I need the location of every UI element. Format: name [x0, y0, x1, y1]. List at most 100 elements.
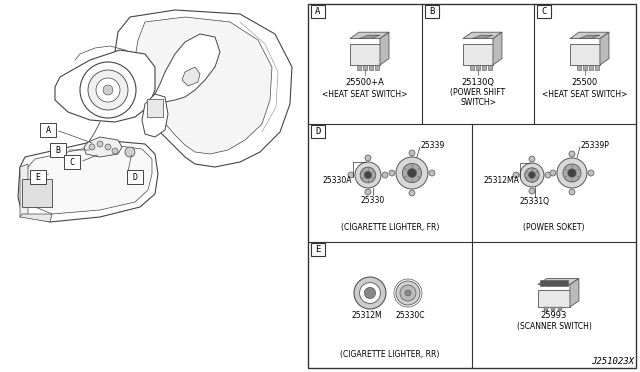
- Bar: [595, 65, 599, 70]
- Text: E: E: [316, 245, 321, 254]
- Bar: [551, 307, 555, 311]
- Circle shape: [364, 288, 376, 299]
- Circle shape: [396, 281, 420, 305]
- Text: (CIGARETTE LIGHTER, RR): (CIGARETTE LIGHTER, RR): [340, 350, 440, 359]
- Bar: [544, 307, 548, 311]
- Circle shape: [429, 170, 435, 176]
- Circle shape: [360, 167, 376, 183]
- Circle shape: [568, 169, 576, 177]
- Circle shape: [529, 156, 535, 162]
- Circle shape: [529, 188, 535, 194]
- Circle shape: [96, 78, 120, 102]
- Circle shape: [405, 290, 411, 296]
- Circle shape: [365, 189, 371, 195]
- Polygon shape: [463, 32, 502, 39]
- Circle shape: [409, 190, 415, 196]
- Circle shape: [88, 70, 128, 110]
- Text: (SCANNER SWITCH): (SCANNER SWITCH): [516, 323, 591, 331]
- FancyBboxPatch shape: [311, 243, 325, 256]
- Bar: [558, 307, 562, 311]
- Circle shape: [364, 171, 372, 179]
- Polygon shape: [18, 140, 158, 222]
- Circle shape: [513, 172, 519, 178]
- Polygon shape: [579, 35, 600, 39]
- Polygon shape: [20, 164, 28, 217]
- Text: D: D: [132, 173, 138, 182]
- Circle shape: [360, 283, 380, 304]
- Bar: [350, 44, 380, 65]
- Text: (POWER SOKET): (POWER SOKET): [523, 222, 585, 231]
- Polygon shape: [135, 17, 272, 154]
- Text: 25312M: 25312M: [351, 311, 382, 320]
- Text: 25500+A: 25500+A: [346, 77, 385, 87]
- FancyBboxPatch shape: [425, 5, 439, 18]
- Polygon shape: [570, 278, 579, 307]
- Text: 25312MA: 25312MA: [483, 176, 519, 185]
- Bar: [308, 4, 636, 368]
- Circle shape: [354, 277, 386, 309]
- Bar: [463, 44, 493, 65]
- Circle shape: [105, 144, 111, 150]
- Text: 25339P: 25339P: [581, 141, 610, 150]
- Polygon shape: [570, 32, 609, 39]
- Polygon shape: [600, 32, 609, 65]
- Text: 25330C: 25330C: [396, 311, 425, 320]
- Circle shape: [389, 170, 395, 176]
- Bar: [583, 65, 587, 70]
- Text: E: E: [35, 173, 40, 182]
- Text: 25500: 25500: [572, 77, 598, 87]
- Circle shape: [569, 151, 575, 157]
- FancyBboxPatch shape: [30, 170, 46, 184]
- FancyBboxPatch shape: [50, 143, 66, 157]
- Text: 25130Q: 25130Q: [461, 77, 495, 87]
- Circle shape: [400, 285, 416, 301]
- Text: J251023X: J251023X: [591, 357, 634, 366]
- Circle shape: [569, 189, 575, 195]
- Polygon shape: [350, 32, 389, 39]
- Circle shape: [348, 172, 354, 178]
- Text: B: B: [429, 7, 435, 16]
- Circle shape: [409, 150, 415, 156]
- Bar: [488, 65, 492, 70]
- Circle shape: [525, 168, 539, 182]
- Circle shape: [80, 62, 136, 118]
- Polygon shape: [155, 34, 220, 104]
- Text: C: C: [541, 7, 547, 16]
- Text: 25330A: 25330A: [323, 176, 352, 185]
- Bar: [363, 65, 367, 70]
- Bar: [375, 65, 379, 70]
- Circle shape: [112, 148, 118, 154]
- Text: A: A: [316, 7, 321, 16]
- Polygon shape: [472, 35, 493, 39]
- Polygon shape: [493, 32, 502, 65]
- Text: D: D: [316, 127, 321, 136]
- Bar: [540, 280, 568, 286]
- Bar: [147, 99, 163, 117]
- FancyBboxPatch shape: [127, 170, 143, 184]
- Circle shape: [529, 171, 535, 178]
- FancyBboxPatch shape: [311, 125, 325, 138]
- Polygon shape: [25, 144, 152, 214]
- Text: 25993: 25993: [541, 311, 567, 320]
- Bar: [369, 65, 373, 70]
- Text: A: A: [45, 125, 51, 135]
- Text: <HEAT SEAT SWITCH>: <HEAT SEAT SWITCH>: [323, 90, 408, 99]
- Circle shape: [408, 169, 417, 177]
- Bar: [22, 179, 52, 207]
- Bar: [476, 65, 480, 70]
- Text: 25331Q: 25331Q: [520, 196, 550, 205]
- Bar: [357, 65, 361, 70]
- Polygon shape: [380, 32, 389, 65]
- Circle shape: [557, 158, 587, 188]
- Circle shape: [563, 164, 581, 182]
- FancyBboxPatch shape: [64, 155, 80, 169]
- Text: C: C: [70, 157, 74, 167]
- Circle shape: [365, 155, 371, 161]
- Circle shape: [545, 172, 551, 178]
- Polygon shape: [55, 50, 155, 122]
- Text: B: B: [56, 145, 61, 154]
- Bar: [470, 65, 474, 70]
- Polygon shape: [182, 67, 200, 86]
- Circle shape: [382, 172, 388, 178]
- Polygon shape: [538, 278, 579, 285]
